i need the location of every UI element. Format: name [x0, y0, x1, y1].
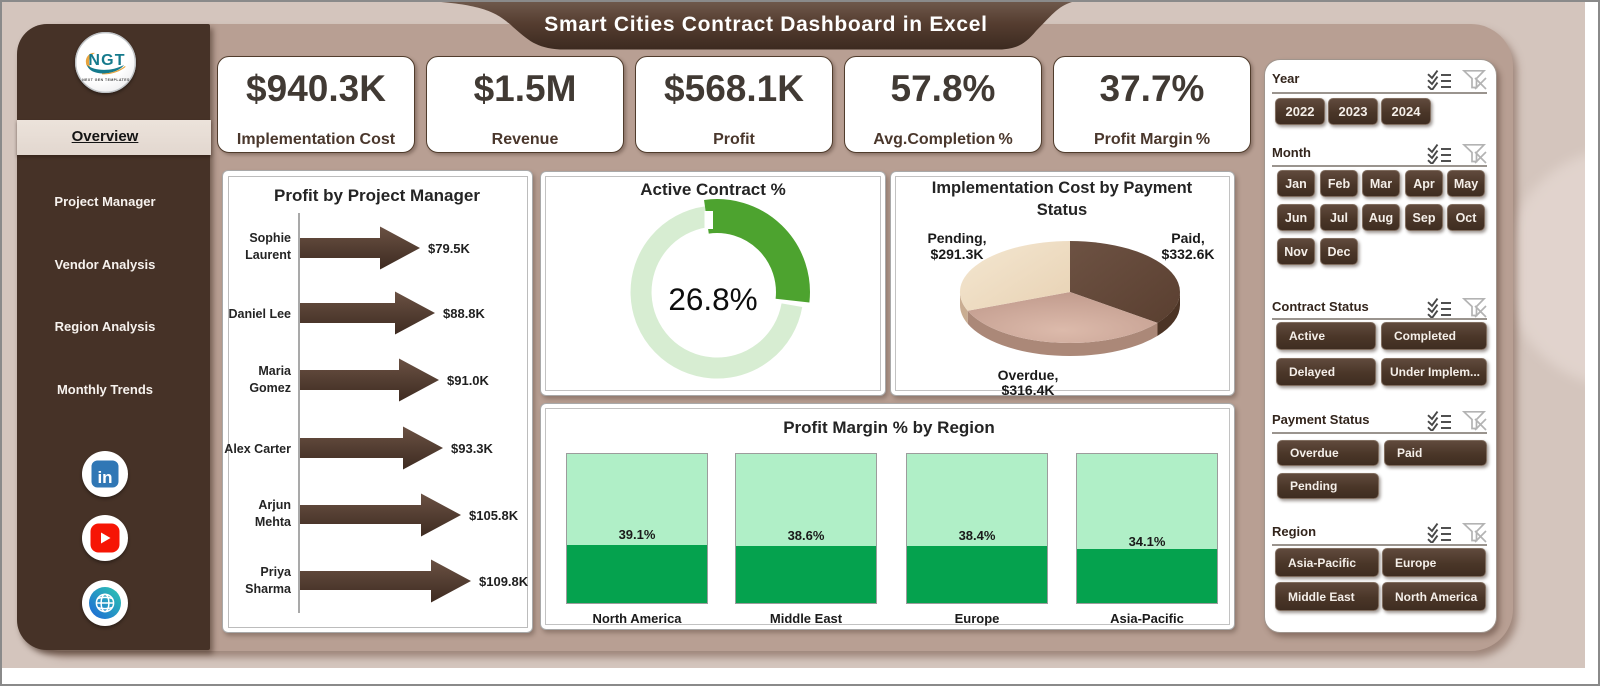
svg-text:Pending,: Pending,	[927, 230, 986, 246]
svg-text:Laurent: Laurent	[245, 248, 292, 262]
svg-text:$332.6K: $332.6K	[1162, 246, 1215, 262]
svg-text:North America: North America	[592, 611, 682, 626]
svg-text:38.4%: 38.4%	[959, 528, 996, 543]
svg-text:Arjun: Arjun	[258, 498, 291, 512]
svg-text:Priya: Priya	[260, 565, 292, 579]
svg-text:Overdue,: Overdue,	[998, 367, 1059, 383]
svg-text:$291.3K: $291.3K	[931, 246, 984, 262]
svg-text:Sophie: Sophie	[249, 231, 291, 245]
svg-text:Profit Margin % by Region: Profit Margin % by Region	[783, 418, 995, 437]
svg-text:34.1%: 34.1%	[1129, 534, 1166, 549]
svg-text:NGT: NGT	[88, 52, 125, 69]
svg-text:38.6%: 38.6%	[788, 528, 825, 543]
svg-text:Middle East: Middle East	[770, 611, 843, 626]
svg-text:$109.8K: $109.8K	[479, 574, 529, 589]
svg-text:$105.8K: $105.8K	[469, 508, 519, 523]
svg-text:Asia-Pacific: Asia-Pacific	[1110, 611, 1184, 626]
svg-text:Gomez: Gomez	[249, 381, 291, 395]
svg-text:Profit by Project Manager: Profit by Project Manager	[274, 186, 480, 205]
svg-text:Sharma: Sharma	[245, 582, 292, 596]
svg-text:Paid,: Paid,	[1171, 230, 1204, 246]
svg-text:26.8%: 26.8%	[668, 281, 757, 317]
svg-text:Europe: Europe	[955, 611, 1000, 626]
svg-text:Mehta: Mehta	[255, 515, 292, 529]
svg-text:$93.3K: $93.3K	[451, 441, 494, 456]
svg-text:$91.0K: $91.0K	[447, 373, 490, 388]
svg-text:$88.8K: $88.8K	[443, 306, 486, 321]
svg-text:Alex Carter: Alex Carter	[224, 442, 291, 456]
svg-text:Status: Status	[1037, 201, 1087, 219]
svg-text:Active Contract %: Active Contract %	[640, 180, 785, 199]
svg-text:$316.4K: $316.4K	[1002, 382, 1055, 395]
svg-text:in: in	[97, 468, 112, 487]
svg-text:Daniel Lee: Daniel Lee	[228, 307, 291, 321]
svg-text:NEXT GEN TEMPLATES: NEXT GEN TEMPLATES	[82, 78, 130, 82]
svg-text:$79.5K: $79.5K	[428, 241, 471, 256]
svg-text:Implementation Cost by Payment: Implementation Cost by Payment	[932, 179, 1193, 197]
svg-text:39.1%: 39.1%	[619, 527, 656, 542]
svg-text:Maria: Maria	[258, 364, 292, 378]
